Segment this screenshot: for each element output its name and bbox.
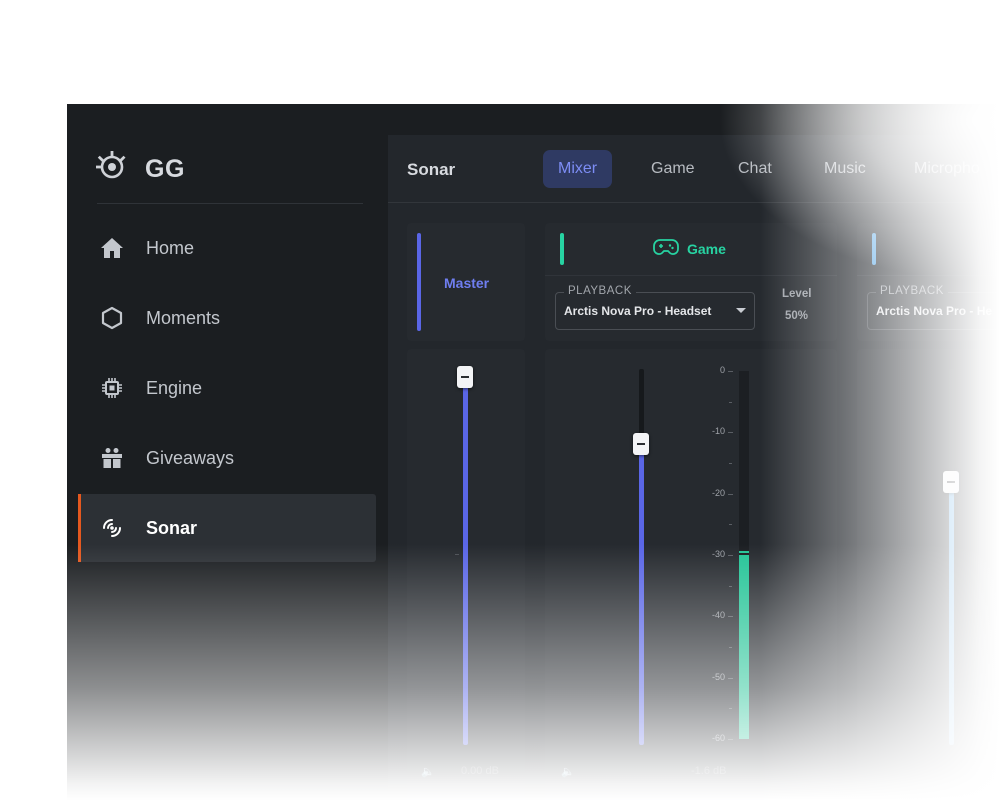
playback-device-value: Arctis Nova Pro - He (876, 304, 993, 318)
master-midpoint-mark (455, 554, 459, 555)
game-playback-device-select[interactable]: PLAYBACK Arctis Nova Pro - Headset (555, 285, 755, 330)
meter-scale-tick (728, 677, 733, 679)
chevron-down-icon (736, 308, 746, 313)
meter-scale-tick (728, 371, 733, 372)
game-header-card: Game PLAYBACK Arctis Nova Pro - Headset … (545, 223, 837, 341)
chat-volume-slider[interactable] (943, 369, 959, 745)
master-volume-slider[interactable] (457, 365, 473, 745)
game-header-divider (545, 275, 837, 276)
playback-legend: PLAYBACK (564, 285, 636, 297)
game-color-strip (560, 233, 564, 265)
meter-scale-tick (728, 555, 733, 556)
chat-volume-handle[interactable] (943, 470, 959, 493)
meter-scale-minor-tick (729, 524, 732, 526)
game-level-meter (739, 371, 749, 739)
logo-divider (97, 203, 363, 204)
sidebar-item-home[interactable]: Home (78, 214, 376, 282)
game-level-meter-fill (739, 555, 749, 739)
meter-scale-minor-tick (729, 708, 732, 710)
meter-scale-label: -20 (711, 487, 725, 498)
meter-scale-tick (728, 432, 733, 434)
sidebar-item-engine[interactable]: Engine (78, 354, 376, 422)
master-label: Master (444, 275, 490, 291)
brand-name: GG (145, 154, 185, 183)
main-header: Sonar Mixer Game Chat Music Micropho (388, 135, 1000, 203)
meter-scale-tick (728, 739, 733, 740)
sonar-icon (100, 516, 124, 540)
chat-playback-device-select[interactable]: PLAYBACK Arctis Nova Pro - He (867, 285, 1000, 330)
steelseries-gear-icon (95, 150, 129, 189)
meter-scale-label: -40 (711, 610, 725, 621)
sidebar-item-label: Sonar (146, 517, 198, 538)
mute-icon[interactable]: 🔈 (561, 766, 575, 778)
meter-scale-tick (728, 493, 733, 495)
meter-scale-minor-tick (729, 585, 732, 587)
brand-logo[interactable]: GG (95, 150, 185, 189)
meter-scale-label: -10 (711, 426, 725, 437)
master-volume-fill (463, 376, 468, 745)
chip-icon (100, 376, 124, 400)
meter-scale-minor-tick (729, 463, 732, 464)
chat-header-card: PLAYBACK Arctis Nova Pro - He (857, 223, 1000, 341)
home-icon (100, 236, 124, 260)
meter-scale-label: -60 (711, 733, 725, 743)
game-db-readout: -1.6 dB (691, 765, 727, 777)
sidebar-item-label: Home (146, 237, 195, 258)
game-label: Game (687, 241, 726, 257)
tab-music[interactable]: Music (824, 160, 866, 177)
master-header-card: Master (407, 223, 525, 341)
sidebar-item-moments[interactable]: Moments (78, 284, 376, 352)
master-db-readout: 0.00 dB (461, 765, 499, 777)
master-volume-handle[interactable] (457, 365, 473, 388)
level-label: Level (782, 288, 812, 300)
master-color-strip (417, 233, 421, 331)
sidebar-nav: Home Moments Engine (78, 214, 376, 564)
game-level-meter-peak (739, 551, 749, 553)
playback-legend: PLAYBACK (876, 285, 948, 297)
playback-device-value: Arctis Nova Pro - Headset (564, 304, 712, 318)
meter-scale-tick (728, 616, 733, 618)
meter-scale-label: -30 (711, 549, 725, 559)
meter-scale-minor-tick (729, 647, 732, 648)
tab-mixer[interactable]: Mixer (543, 150, 613, 188)
master-fader-card: 🔈 0.00 dB (407, 349, 525, 800)
gift-icon (100, 446, 124, 470)
meter-scale-minor-tick (729, 401, 732, 403)
mute-icon[interactable]: 🔈 (421, 766, 435, 778)
tab-game[interactable]: Game (651, 160, 695, 177)
chat-header-divider (857, 275, 1000, 276)
game-volume-fill (639, 444, 644, 745)
sidebar-item-label: Moments (146, 307, 221, 328)
gamepad-icon (653, 237, 679, 262)
tab-microphone[interactable]: Micropho (914, 160, 980, 177)
level-value: 50% (785, 310, 809, 322)
sidebar-item-giveaways[interactable]: Giveaways (78, 424, 376, 492)
meter-scale-label: -50 (711, 671, 725, 682)
chat-color-strip (872, 233, 876, 265)
chat-volume-fill (949, 481, 954, 745)
sonar-main-panel: Sonar Mixer Game Chat Music Micropho Mas… (388, 135, 1000, 800)
sidebar-item-sonar[interactable]: Sonar (78, 494, 376, 562)
game-volume-handle[interactable] (633, 433, 649, 456)
sidebar-item-label: Engine (146, 377, 203, 398)
tab-chat[interactable]: Chat (738, 160, 772, 177)
meter-scale-label: 0 (719, 365, 725, 375)
chat-fader-card (857, 349, 1000, 800)
hexagon-icon (100, 306, 124, 330)
game-fader-card: 0 -10 -20 -30 -40 -50 -60 🔈 -1.6 dB (545, 349, 837, 800)
app-window: GG Home Moments (67, 104, 1000, 800)
sidebar-item-label: Giveaways (146, 447, 235, 468)
page-title: Sonar (407, 160, 456, 179)
game-volume-slider[interactable] (633, 369, 649, 745)
sidebar: GG Home Moments (67, 104, 388, 800)
